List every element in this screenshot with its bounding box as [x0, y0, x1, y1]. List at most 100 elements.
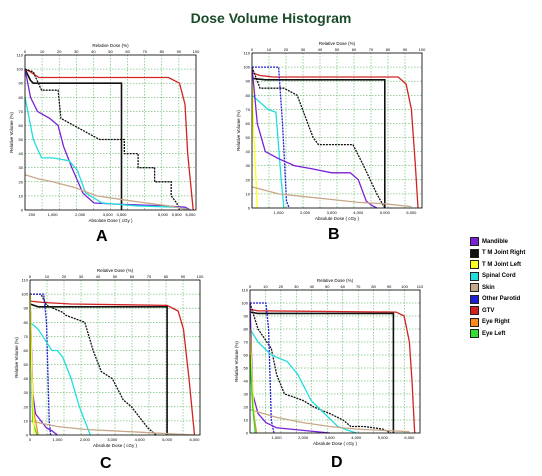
x-axis-title: Absolute Dose ( cGy )	[315, 216, 360, 221]
top-tick-label: 40	[310, 284, 315, 289]
legend-swatch	[470, 317, 479, 327]
top-axis-title: Relative Dose (%)	[92, 43, 129, 48]
y-axis-title: Relative Volume (%)	[9, 112, 14, 153]
x-tick-label: 3,000	[325, 435, 336, 440]
y-tick-label: 80	[246, 93, 251, 98]
dvh-series-line	[24, 68, 191, 211]
top-tick-label: 40	[318, 47, 323, 52]
x-tick-label: 0	[29, 437, 32, 442]
y-tick-label: 90	[19, 81, 24, 86]
top-tick-label: 100	[197, 274, 204, 279]
y-tick-label: 100	[241, 301, 248, 306]
top-tick-label: 80	[164, 274, 169, 279]
y-tick-label: 90	[246, 79, 251, 84]
top-tick-label: 80	[371, 284, 376, 289]
dvh-series-line	[24, 97, 191, 211]
legend-swatch	[470, 283, 479, 293]
y-tick-label: 10	[246, 191, 251, 196]
y-tick-label: 80	[244, 327, 249, 332]
x-tick-label: 1,000	[52, 437, 63, 442]
panel-label-a: A	[96, 228, 108, 245]
x-tick-label: 3,000	[103, 212, 114, 217]
dvh-series-line	[30, 293, 157, 436]
y-tick-label: 0	[246, 431, 249, 436]
dvh-series-line	[251, 94, 285, 209]
x-tick-label: 6,000	[190, 437, 201, 442]
x-tick-label: 4,000	[351, 435, 362, 440]
top-tick-label: 90	[177, 49, 182, 54]
top-tick-label: 80	[160, 49, 165, 54]
x-tick-label: 5,000	[158, 212, 169, 217]
top-tick-label: 70	[356, 284, 361, 289]
top-tick-label: 20	[57, 49, 62, 54]
top-tick-label: 50	[113, 274, 118, 279]
y-tick-label: 10	[24, 418, 29, 423]
top-tick-label: 60	[130, 274, 135, 279]
y-tick-label: 0	[21, 208, 24, 213]
top-tick-label: 10	[267, 47, 272, 52]
top-tick-label: 90	[403, 47, 408, 52]
y-tick-label: 40	[24, 376, 29, 381]
top-tick-label: 30	[79, 274, 84, 279]
legend-swatch	[470, 294, 479, 304]
legend-swatch	[470, 248, 479, 258]
top-tick-label: 0	[251, 47, 254, 52]
plot-frame	[251, 52, 423, 209]
x-tick-label: 3,000	[107, 437, 118, 442]
x-tick-label: 5,500	[172, 212, 183, 217]
y-tick-label: 60	[24, 348, 29, 353]
y-tick-label: 10	[19, 193, 24, 198]
y-tick-label: 20	[24, 404, 29, 409]
x-tick-label: 3,500	[117, 212, 128, 217]
top-tick-label: 100	[401, 284, 408, 289]
y-tick-label: 100	[16, 67, 23, 72]
x-tick-label: 6,000	[406, 210, 417, 215]
y-tick-label: 40	[244, 379, 249, 384]
dvh-series-line	[24, 68, 123, 210]
plot-frame	[249, 289, 421, 434]
y-tick-label: 90	[244, 314, 249, 319]
legend-label: Eye Left	[482, 330, 506, 337]
legend-item: Spinal Cord	[470, 271, 525, 283]
dvh-series-line	[29, 300, 196, 436]
top-tick-label: 20	[284, 47, 289, 52]
y-tick-label: 110	[22, 278, 29, 283]
top-tick-label: 0	[249, 284, 252, 289]
x-tick-label: 2,000	[300, 210, 311, 215]
dvh-series-line	[29, 303, 168, 435]
panel-label-c: C	[100, 455, 112, 472]
legend-label: Spinal Cord	[482, 273, 516, 280]
dvh-series-line	[251, 186, 412, 208]
x-tick-label: 2,000	[80, 437, 91, 442]
legend-swatch	[470, 306, 479, 316]
top-tick-label: 30	[74, 49, 79, 54]
figure-title: Dose Volume Histogram	[190, 10, 352, 26]
legend-label: T M Joint Right	[482, 250, 526, 257]
top-tick-label: 50	[335, 47, 340, 52]
top-tick-label: 60	[352, 47, 357, 52]
top-tick-label: 100	[193, 49, 200, 54]
top-tick-label: 10	[263, 284, 268, 289]
y-tick-label: 70	[246, 107, 251, 112]
y-tick-label: 70	[24, 334, 29, 339]
y-tick-label: 50	[24, 362, 29, 367]
top-tick-label: 20	[279, 284, 284, 289]
legend-item: Eye Left	[470, 328, 525, 340]
legend-item: Other Parotid	[470, 294, 525, 306]
dvh-series-line	[251, 67, 378, 209]
legend-label: Mandible	[482, 238, 509, 245]
y-tick-label: 60	[244, 353, 249, 358]
x-tick-label: 5,000	[380, 210, 391, 215]
y-tick-label: 80	[19, 95, 24, 100]
dvh-series-line	[249, 308, 416, 434]
panel-label-d: D	[331, 454, 343, 471]
y-tick-label: 40	[19, 151, 24, 156]
legend-label: T M Joint Left	[482, 261, 521, 268]
x-axis-title: Absolute Dose ( cGy )	[88, 218, 133, 223]
y-tick-label: 60	[19, 123, 24, 128]
y-tick-label: 100	[243, 65, 250, 70]
y-tick-label: 50	[19, 137, 24, 142]
dvh-series-line	[29, 321, 91, 436]
top-tick-label: 50	[325, 284, 330, 289]
